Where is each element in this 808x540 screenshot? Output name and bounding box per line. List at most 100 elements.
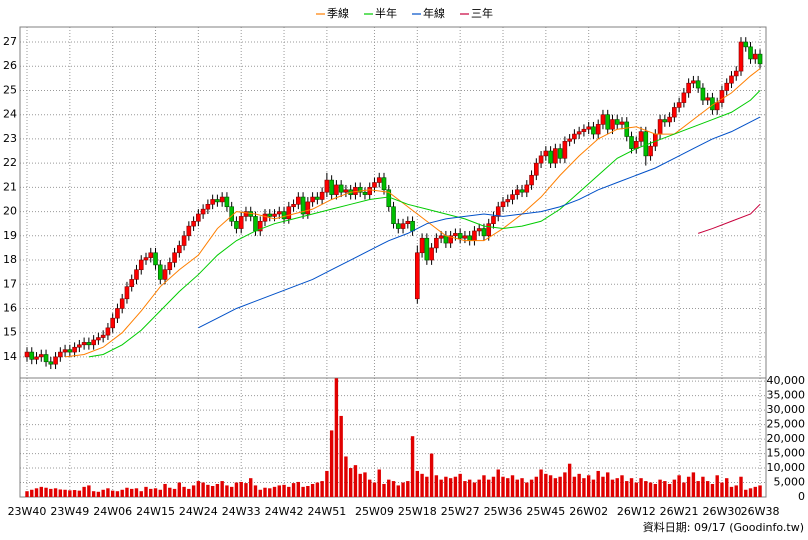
candle-body: [500, 201, 506, 208]
candle-body: [281, 211, 287, 220]
volume-bar: [49, 488, 53, 497]
candle-body: [257, 220, 263, 232]
volume-bar: [363, 472, 367, 497]
volume-bar: [620, 475, 624, 497]
volume-bar: [210, 485, 215, 497]
candle-body: [29, 351, 35, 360]
candle-body: [514, 189, 520, 195]
y-tick-label: 16: [3, 301, 17, 314]
volume-bar: [553, 478, 558, 497]
candle-body: [543, 150, 549, 157]
volume-bar: [653, 483, 658, 497]
volume-bar: [701, 476, 705, 497]
volume-bar: [420, 473, 424, 497]
candle-body: [524, 184, 530, 193]
candle-body: [153, 252, 158, 266]
volume-bar: [149, 488, 153, 497]
volume-bar: [30, 489, 34, 497]
candle-body: [633, 141, 639, 149]
volume-bar: [268, 488, 272, 497]
volume-bar: [563, 472, 567, 497]
candle-body: [367, 187, 373, 195]
candle-body: [438, 235, 444, 239]
volume-bar: [44, 487, 48, 497]
volume-bar: [287, 486, 291, 497]
candle-body: [81, 342, 87, 346]
candle-body: [224, 196, 230, 208]
candle-body: [148, 252, 154, 258]
volume-bar: [415, 470, 420, 497]
volume-bar: [596, 470, 600, 497]
candle-body: [24, 351, 30, 358]
candle-body: [705, 97, 710, 101]
candle-body: [262, 213, 268, 222]
candle-body: [310, 196, 315, 203]
candle-body: [553, 148, 558, 164]
candle-body: [567, 138, 572, 142]
candle-body: [338, 184, 344, 193]
volume-bar: [672, 479, 677, 497]
candle-body: [714, 102, 720, 111]
candle-body: [495, 206, 501, 217]
candle-body: [405, 220, 411, 224]
volume-bar: [453, 476, 458, 497]
candle-body: [186, 225, 192, 237]
candle-body: [96, 337, 101, 341]
volume-bar: [686, 476, 691, 497]
candle-body: [72, 346, 77, 353]
x-tick-label: 25W27: [441, 505, 480, 518]
candle-body: [48, 361, 54, 365]
candle-body: [700, 87, 706, 101]
volume-bar: [377, 469, 381, 497]
volume-bar: [296, 481, 301, 497]
candle-body: [724, 82, 730, 91]
candle-body: [467, 235, 472, 241]
x-tick-label: 26W12: [617, 505, 656, 518]
y-tick-label: 23: [3, 132, 17, 145]
candle-body: [443, 235, 449, 244]
volume-bar: [658, 479, 662, 497]
volume-bar: [582, 478, 586, 497]
volume-bar: [663, 481, 667, 497]
legend-label: 年線: [423, 6, 445, 20]
candle-body: [648, 145, 653, 157]
legend-label: 半年: [375, 6, 397, 20]
candle-body: [291, 204, 296, 208]
candle-body: [91, 339, 96, 346]
volume-bar: [253, 485, 258, 497]
candle-body: [419, 237, 425, 254]
x-tick-label: 23W40: [8, 505, 47, 518]
candle-body: [434, 237, 439, 249]
volume-bar: [282, 484, 286, 497]
volume-bar: [134, 488, 139, 497]
candle-body: [591, 126, 596, 135]
volume-bar: [705, 481, 710, 497]
candle-body: [67, 349, 73, 353]
volume-bar: [72, 490, 77, 497]
candle-body: [77, 344, 82, 348]
candle-body: [752, 53, 758, 60]
volume-bar: [434, 475, 439, 497]
volume-bar: [110, 490, 115, 497]
y2-tick-label: 15,000: [767, 447, 806, 460]
volume-bar: [401, 482, 405, 497]
volume-bar: [172, 488, 177, 497]
candle-body: [548, 150, 553, 164]
volume-bar: [234, 482, 239, 497]
candle-body: [205, 204, 211, 210]
ma-line: [198, 116, 761, 329]
candle-body: [657, 119, 663, 135]
candle-body: [638, 131, 644, 142]
volume-bar: [344, 456, 348, 497]
volume-bar: [539, 469, 543, 497]
candle-body: [600, 114, 606, 125]
candle-body: [614, 119, 620, 125]
candle-body: [372, 182, 377, 188]
candle-body: [719, 90, 725, 103]
volume-bar: [677, 475, 681, 497]
volume-bar: [739, 476, 743, 497]
y-tick-label: 17: [3, 277, 17, 290]
volume-bar: [487, 479, 491, 497]
candle-body: [381, 177, 387, 191]
